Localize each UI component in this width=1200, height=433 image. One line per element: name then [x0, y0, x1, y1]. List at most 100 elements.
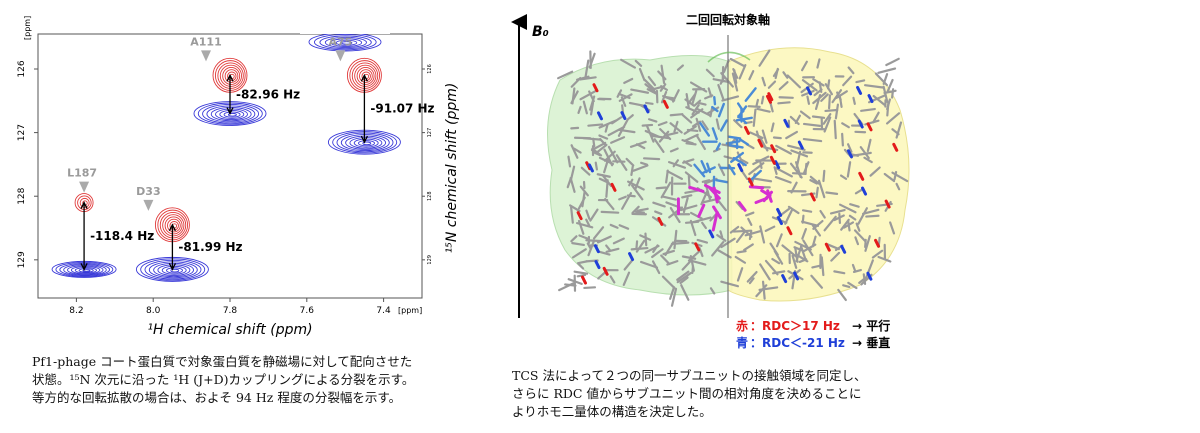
backbone-segment: [639, 260, 659, 269]
backbone-segment: [661, 275, 676, 290]
interface-segment: [735, 116, 753, 122]
peak-marker: [143, 199, 154, 211]
backbone-segment: [782, 71, 789, 79]
coupling-value: -81.99 Hz: [178, 240, 242, 254]
backbone-segment: [618, 224, 630, 230]
backbone-segment: [669, 113, 684, 117]
backbone-segment: [683, 133, 699, 143]
backbone-segment: [822, 113, 832, 125]
interface-segment: [715, 179, 729, 184]
subunit-a-surface: [547, 55, 733, 296]
oxygen-atom: [874, 238, 881, 248]
backbone-segment: [609, 223, 619, 229]
backbone-segment: [789, 162, 803, 179]
backbone-segment: [693, 99, 702, 107]
contour-line: [206, 105, 256, 123]
backbone-segment: [697, 101, 707, 106]
nitrogen-atom: [620, 111, 627, 121]
nitrogen-atom: [861, 186, 868, 196]
backbone-segment: [620, 58, 636, 69]
x-axis-label: ¹H chemical shift (ppm): [147, 322, 312, 338]
backbone-segment: [681, 113, 693, 124]
backbone-segment: [835, 90, 848, 100]
oxygen-atom: [824, 242, 831, 252]
backbone-segment: [736, 267, 744, 282]
backbone-segment: [761, 76, 767, 87]
x-ticks: 8.2 8.0 7.8 7.6 7.4: [69, 298, 391, 316]
oxygen-atom: [592, 83, 599, 93]
rdc-legend: 赤 ：RDC＞17 Hz → 平行 青 ：RDC＜-21 Hz → 垂直: [736, 318, 890, 350]
contour-line: [341, 41, 353, 45]
backbone-segment: [667, 161, 687, 169]
backbone-segment: [683, 160, 693, 167]
backbone-segment: [732, 229, 753, 233]
backbone-segment: [705, 68, 715, 78]
backbone-segment: [814, 93, 822, 110]
backbone-segment: [778, 96, 794, 99]
y-ticks: 126 127 128 129: [17, 60, 38, 268]
backbone-segment: [752, 108, 757, 127]
backbone-segment: [629, 140, 647, 148]
nitrogen-atom: [840, 244, 847, 254]
backbone-segment: [842, 75, 853, 87]
backbone-segment: [871, 249, 884, 259]
backbone-segment: [669, 206, 681, 224]
backbone-segment: [672, 89, 680, 103]
backbone-segment: [618, 195, 627, 201]
backbone-segment: [866, 138, 872, 153]
contour-line: [167, 218, 181, 233]
backbone-segment: [774, 175, 792, 184]
backbone-segment: [576, 262, 585, 270]
x-tick-label: 7.4: [376, 306, 391, 316]
backbone-segment: [610, 116, 623, 125]
backbone-segment: [680, 284, 690, 301]
nitrogen-atom: [593, 244, 600, 254]
backbone-segment: [838, 212, 842, 224]
nitrogen-atom: [628, 252, 635, 262]
backbone-segment: [790, 149, 809, 158]
oxygen-atom: [662, 99, 669, 109]
arrowhead-down: [360, 135, 368, 144]
y-tick-label: 129: [17, 251, 27, 268]
backbone-segment: [679, 204, 698, 212]
backbone-segment: [786, 74, 802, 89]
oxygen-atom: [858, 171, 865, 181]
backbone-segment: [588, 52, 596, 69]
oxygen-atom: [694, 242, 701, 252]
contour-line: [148, 261, 198, 279]
backbone-segment: [571, 248, 587, 259]
backbone-segment: [802, 161, 810, 175]
backbone-segment: [846, 161, 852, 178]
oxygen-atom: [786, 226, 793, 236]
backbone-segment: [582, 137, 602, 141]
backbone-segment: [640, 161, 649, 166]
backbone-segment: [659, 128, 672, 141]
interface-segment: [744, 87, 757, 102]
backbone-segment: [626, 194, 636, 198]
backbone-segment: [583, 286, 597, 290]
backbone-segment: [886, 101, 890, 117]
backbone-segment: [820, 256, 825, 277]
contour-line: [345, 135, 387, 150]
interface-segment: [699, 122, 710, 137]
backbone-segment: [860, 107, 876, 112]
backbone-segment: [738, 64, 747, 80]
backbone-segment: [829, 208, 846, 215]
backbone-segment: [787, 205, 800, 215]
contour-line: [330, 38, 363, 47]
nitrogen-atom: [846, 149, 853, 159]
backbone-segment: [772, 136, 782, 140]
backbone-segment: [592, 226, 605, 240]
backbone-segment: [648, 85, 665, 92]
backbone-segment: [769, 242, 779, 256]
backbone-segment: [644, 232, 648, 247]
left-caption-line-3: 等方的な回転拡散の場合は、およそ 94 Hz 程度の分裂幅を示す。: [32, 390, 402, 405]
contour-line: [224, 69, 239, 83]
backbone-segment: [594, 143, 608, 155]
arrowhead-up: [168, 223, 176, 232]
nitrogen-atom: [594, 260, 601, 270]
backbone-segment: [605, 244, 612, 252]
backbone-segment: [641, 123, 654, 127]
backbone-segment: [558, 282, 575, 292]
contour-line: [215, 108, 248, 121]
